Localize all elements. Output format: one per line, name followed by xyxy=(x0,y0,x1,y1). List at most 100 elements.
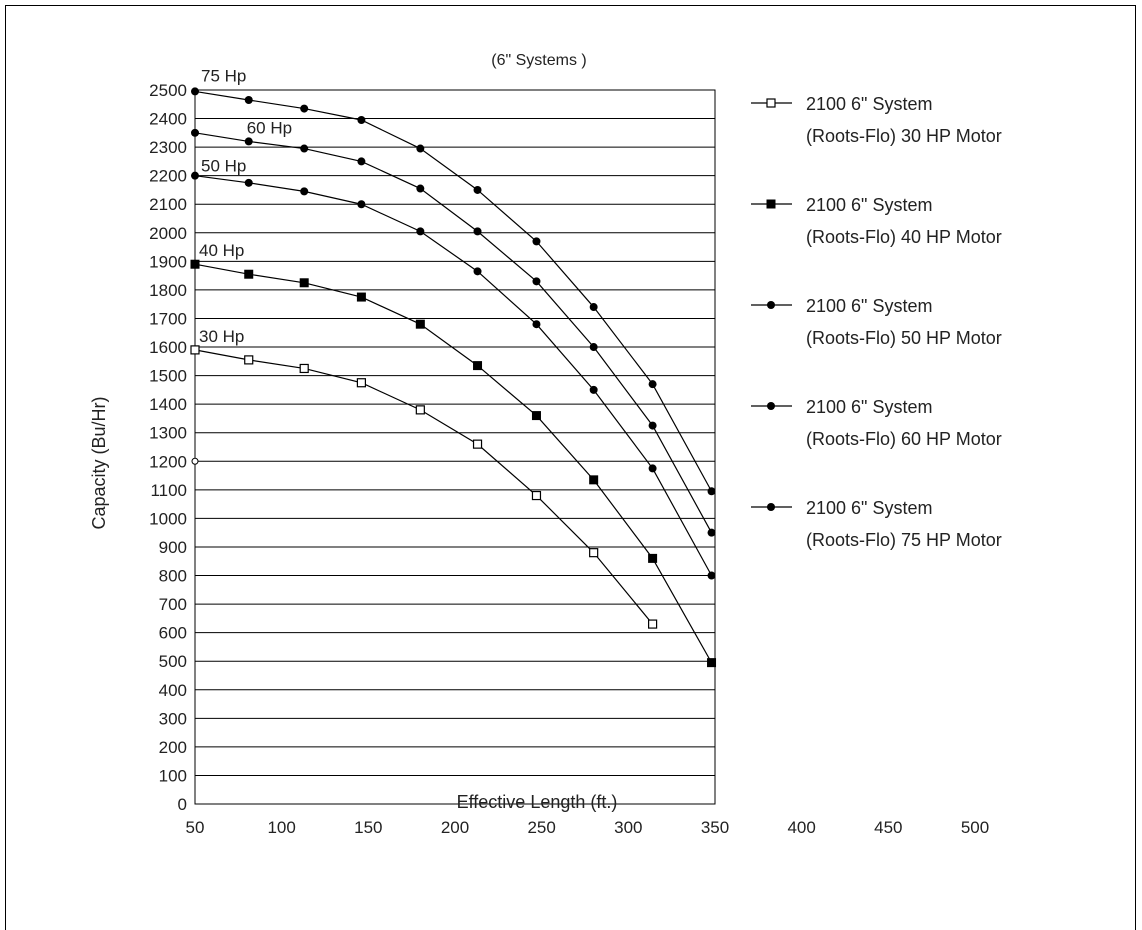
y-tick-label: 1500 xyxy=(149,367,187,386)
y-tick-label: 2100 xyxy=(149,195,187,214)
data-point-filled-square xyxy=(190,259,200,269)
data-point-filled-circle xyxy=(244,178,253,187)
data-point-filled-circle xyxy=(707,487,716,496)
data-point-filled-circle xyxy=(532,277,541,286)
legend-label: 2100 6" System xyxy=(806,94,932,114)
y-tick-label: 1700 xyxy=(149,309,187,328)
data-point-filled-circle xyxy=(191,87,199,96)
legend-label: 2100 6" System xyxy=(806,498,932,518)
y-tick-label: 800 xyxy=(159,567,187,586)
y-tick-label: 400 xyxy=(159,681,187,700)
y-tick-label: 1100 xyxy=(150,481,187,500)
data-point-filled-circle xyxy=(191,128,199,137)
y-tick-label: 200 xyxy=(159,738,187,757)
y-tick-label: 1900 xyxy=(149,252,187,271)
data-point-filled-circle xyxy=(300,187,309,196)
series-line xyxy=(194,349,654,625)
data-point-open-square xyxy=(356,378,366,388)
y-tick-label: 500 xyxy=(159,652,187,671)
legend-label: (Roots-Flo) 60 HP Motor xyxy=(806,429,1002,449)
y-tick-label: 1000 xyxy=(149,509,187,528)
x-tick-label: 200 xyxy=(441,818,469,837)
series-line xyxy=(194,132,713,533)
series-line xyxy=(194,175,713,576)
curve-labels: 30 Hp 40 Hp 50 Hp 60 Hp 75 Hp xyxy=(199,66,292,345)
x-tick-label: 50 xyxy=(186,818,205,837)
data-point-filled-circle xyxy=(707,528,716,537)
chart-title: (6" Systems ) xyxy=(491,52,586,69)
legend-label: (Roots-Flo) 40 HP Motor xyxy=(806,227,1002,247)
data-point-filled-circle xyxy=(357,157,366,166)
x-tick-label: 250 xyxy=(527,818,555,837)
data-point-open-square xyxy=(415,405,425,415)
x-tick-label: 100 xyxy=(267,818,295,837)
data-point-open-square xyxy=(472,439,483,449)
y-tick-label: 2300 xyxy=(149,138,187,157)
data-point-filled-square xyxy=(589,475,599,485)
data-point-filled-square xyxy=(415,319,425,329)
x-tick-label: 150 xyxy=(354,818,382,837)
legend-entry: 2100 6" System (Roots-Flo) 60 HP Motor xyxy=(751,397,1002,449)
y-tick-label: 300 xyxy=(159,709,187,728)
y-tick-label: 600 xyxy=(159,624,187,643)
legend-entry: 2100 6" System (Roots-Flo) 75 HP Motor xyxy=(751,498,1002,550)
data-point-filled-circle xyxy=(300,144,309,153)
y-axis-label: Capacity (Bu/Hr) xyxy=(89,396,109,529)
y-tick-label: 2400 xyxy=(149,110,187,129)
data-point-open-square xyxy=(299,363,309,374)
data-point-filled-circle xyxy=(473,185,482,194)
series-2 xyxy=(191,171,716,580)
legend: 2100 6" System(Roots-Flo) 30 HP Motor210… xyxy=(751,94,1002,550)
data-point-filled-circle xyxy=(473,267,482,276)
curve-label: 50 Hp xyxy=(201,157,246,176)
x-tick-label: 350 xyxy=(701,818,729,837)
series-line xyxy=(194,90,713,492)
data-point-filled-circle xyxy=(589,303,598,312)
series-0 xyxy=(190,345,658,629)
data-point-filled-square xyxy=(473,361,483,371)
y-tick-label: 1200 xyxy=(149,452,187,471)
y-tick-label: 1800 xyxy=(149,281,187,300)
data-point-filled-circle xyxy=(416,227,425,236)
data-point-filled-circle xyxy=(589,343,598,352)
data-point-filled-circle xyxy=(648,421,657,430)
data-point-open-square xyxy=(766,98,776,108)
data-point-filled-circle xyxy=(767,402,775,410)
x-axis-label: Effective Length (ft.) xyxy=(457,792,618,812)
x-tick-label: 450 xyxy=(874,818,902,837)
series-4 xyxy=(191,87,716,496)
y-tick-label: 0 xyxy=(178,795,187,814)
y-axis-ticks: 0 100 200 300 400 500 600 700 800 900 1000 1100 1200… xyxy=(149,81,187,814)
data-point-filled-square xyxy=(707,658,717,668)
data-point-filled-square xyxy=(766,199,776,209)
data-point-open-square xyxy=(647,619,658,629)
curve-label: 30 Hp xyxy=(199,327,244,346)
plot-area-border xyxy=(194,89,716,805)
data-point-filled-circle xyxy=(191,171,199,180)
grid-lines xyxy=(195,89,715,805)
data-point-open-circle xyxy=(191,457,199,465)
chart-frame xyxy=(5,5,1136,930)
data-point-filled-circle xyxy=(244,137,253,146)
legend-entry: 2100 6" System (Roots-Flo) 50 HP Motor xyxy=(751,296,1002,348)
y-tick-label: 2000 xyxy=(149,224,187,243)
data-point-filled-circle xyxy=(416,144,425,153)
data-point-filled-circle xyxy=(767,503,775,511)
data-point-filled-circle xyxy=(707,571,716,580)
y-tick-label: 2500 xyxy=(149,81,187,100)
data-point-open-square xyxy=(531,490,542,501)
data-point-filled-circle xyxy=(244,95,253,104)
data-point-filled-circle xyxy=(648,464,657,473)
curve-label: 60 Hp xyxy=(247,118,292,137)
curve-label: 40 Hp xyxy=(199,241,244,260)
data-point-filled-circle xyxy=(473,227,482,236)
legend-label: (Roots-Flo) 75 HP Motor xyxy=(806,530,1002,550)
data-point-open-square xyxy=(589,548,599,558)
data-point-open-square xyxy=(244,355,254,365)
data-point-filled-circle xyxy=(532,237,541,246)
legend-label: 2100 6" System xyxy=(806,195,932,215)
data-point-filled-circle xyxy=(767,301,775,309)
legend-label: 2100 6" System xyxy=(806,296,932,316)
legend-label: (Roots-Flo) 50 HP Motor xyxy=(806,328,1002,348)
